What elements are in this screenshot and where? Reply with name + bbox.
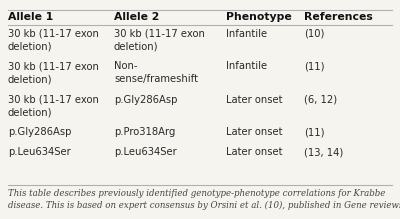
Text: (11): (11) xyxy=(304,61,324,71)
Text: Later onset: Later onset xyxy=(226,127,282,138)
Text: 30 kb (11-17 exon
deletion): 30 kb (11-17 exon deletion) xyxy=(114,29,205,52)
Text: References: References xyxy=(304,12,373,22)
Text: 30 kb (11-17 exon
deletion): 30 kb (11-17 exon deletion) xyxy=(8,61,99,84)
Text: Non-
sense/frameshift: Non- sense/frameshift xyxy=(114,61,198,84)
Text: (6, 12): (6, 12) xyxy=(304,95,337,105)
Text: p.Pro318Arg: p.Pro318Arg xyxy=(114,127,175,138)
Text: 30 kb (11-17 exon
deletion): 30 kb (11-17 exon deletion) xyxy=(8,95,99,117)
Text: p.Gly286Asp: p.Gly286Asp xyxy=(114,95,177,105)
Text: Infantile: Infantile xyxy=(226,29,267,39)
Text: Phenotype: Phenotype xyxy=(226,12,292,22)
Text: (13, 14): (13, 14) xyxy=(304,147,343,157)
Text: Allele 1: Allele 1 xyxy=(8,12,53,22)
Text: (10): (10) xyxy=(304,29,324,39)
Text: (11): (11) xyxy=(304,127,324,138)
Text: p.Leu634Ser: p.Leu634Ser xyxy=(8,147,71,157)
Text: p.Gly286Asp: p.Gly286Asp xyxy=(8,127,71,138)
Text: p.Leu634Ser: p.Leu634Ser xyxy=(114,147,177,157)
Text: Later onset: Later onset xyxy=(226,147,282,157)
Text: This table describes previously identified genotype-phenotype correlations for K: This table describes previously identifi… xyxy=(8,189,400,210)
Text: 30 kb (11-17 exon
deletion): 30 kb (11-17 exon deletion) xyxy=(8,29,99,52)
Text: Later onset: Later onset xyxy=(226,95,282,105)
Text: Allele 2: Allele 2 xyxy=(114,12,159,22)
Text: Infantile: Infantile xyxy=(226,61,267,71)
